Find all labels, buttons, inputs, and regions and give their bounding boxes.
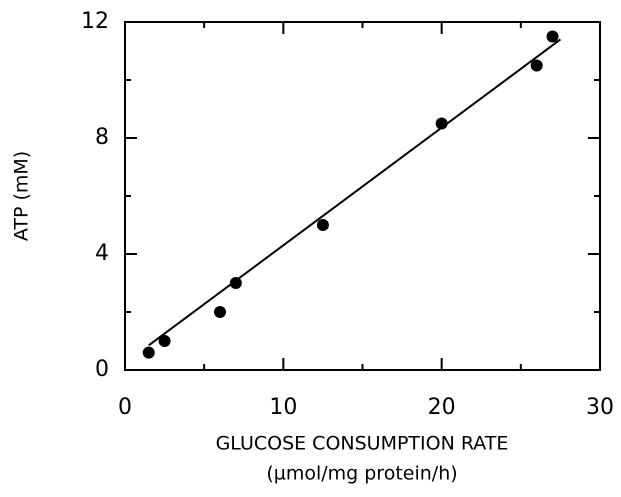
fit-line [148, 38, 562, 347]
x-tick-label: 20 [428, 395, 456, 420]
y-axis-label: ATP (mM) [11, 151, 33, 241]
y-tick-label: 0 [95, 357, 109, 382]
data-point [435, 117, 448, 130]
data-point [142, 346, 155, 359]
x-axis-label: GLUCOSE CONSUMPTION RATE [216, 433, 509, 455]
data-point [530, 59, 543, 72]
data-point [158, 335, 171, 347]
y-tick-label: 12 [81, 9, 109, 34]
y-tick-label: 8 [95, 125, 109, 150]
data-point [229, 277, 242, 289]
x-tick-label: 30 [586, 395, 614, 420]
data-point [316, 219, 329, 231]
data-point [546, 30, 559, 43]
x-tick-label: 0 [118, 395, 132, 420]
x-tick-label: 10 [269, 395, 297, 420]
y-tick-label: 4 [95, 241, 109, 266]
x-axis-units: (µmol/mg protein/h) [266, 463, 457, 485]
data-point [214, 306, 226, 318]
plot-frame [124, 21, 601, 371]
